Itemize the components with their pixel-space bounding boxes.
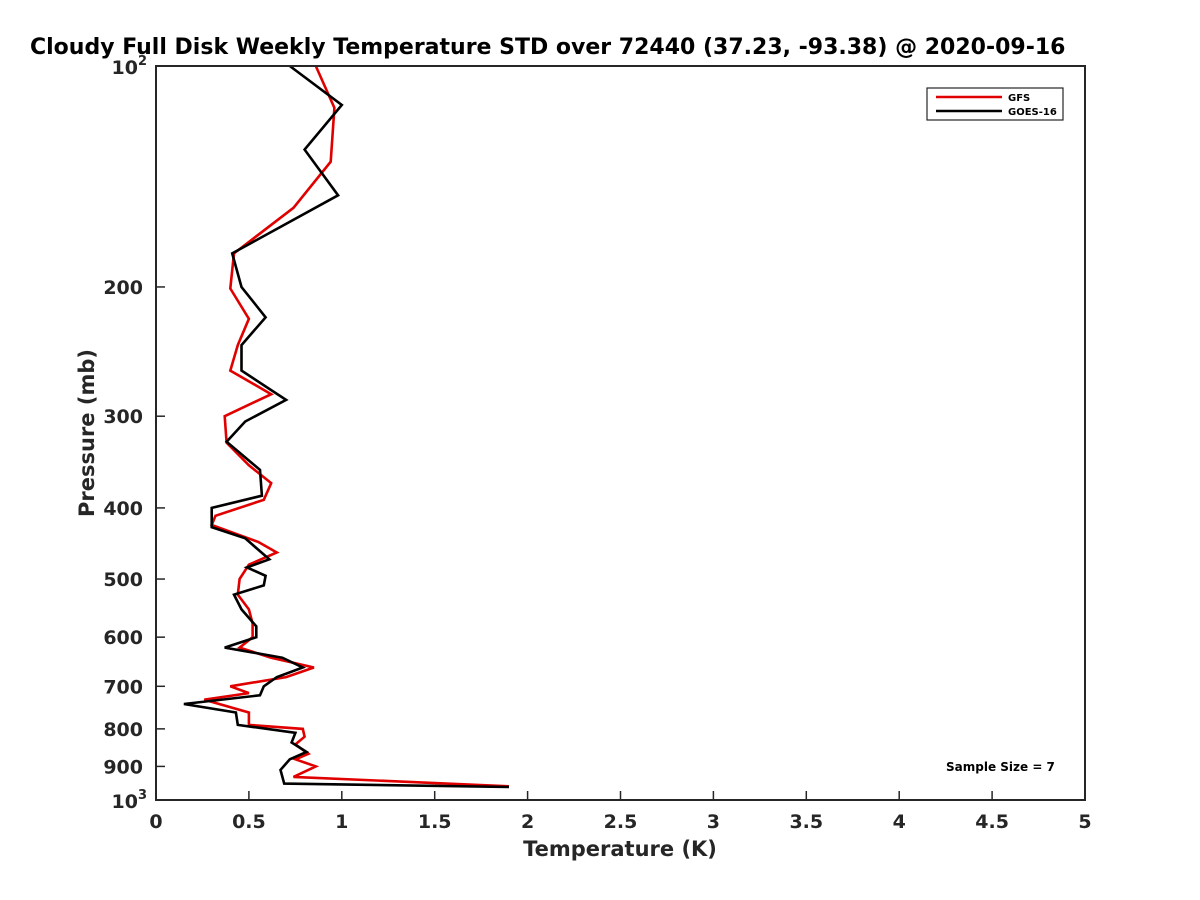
- x-tick-label: 5: [1078, 811, 1091, 833]
- x-tick-label: 1.5: [418, 811, 452, 833]
- series-layer: [183, 64, 510, 789]
- legend-box: [926, 87, 1064, 121]
- x-axis-ticks: 0 0.5 1 1.5 2 2.5 3 3.5 4 4.5 5: [149, 791, 1092, 833]
- y-tick-label: 400: [103, 498, 143, 520]
- x-tick-label: 4.5: [975, 811, 1009, 833]
- series-line-gfs: [203, 65, 510, 788]
- y-tick-label: 500: [103, 569, 143, 591]
- x-axis-label: Temperature (K): [523, 837, 717, 861]
- y-tick-label: 102: [112, 54, 148, 79]
- legend-label-gfs: GFS: [1008, 93, 1030, 104]
- x-tick-label: 0: [149, 811, 162, 833]
- x-tick-label: 1: [335, 811, 348, 833]
- y-tick-label: 800: [103, 719, 143, 741]
- chart-title: Cloudy Full Disk Weekly Temperature STD …: [30, 35, 1065, 60]
- y-axis-ticks: 102 200 300 400 500 600 700 800 900 103: [103, 54, 165, 813]
- x-tick-label: 3.5: [789, 811, 823, 833]
- y-tick-label: 600: [103, 627, 143, 649]
- x-tick-label: 2: [521, 811, 534, 833]
- legend-label-goes16: GOES-16: [1008, 107, 1057, 118]
- y-tick-label: 900: [103, 756, 143, 778]
- y-tick-label: 103: [112, 788, 148, 813]
- series-line-goes16: [183, 64, 510, 789]
- y-tick-label: 700: [103, 676, 143, 698]
- x-tick-label: 3: [707, 811, 720, 833]
- y-axis-label: Pressure (mb): [75, 349, 99, 517]
- y-tick-label: 300: [103, 406, 143, 428]
- x-tick-label: 2.5: [604, 811, 638, 833]
- x-tick-label: 0.5: [232, 811, 266, 833]
- y-tick-label: 200: [103, 277, 143, 299]
- x-tick-label: 4: [893, 811, 906, 833]
- sample-size-annotation: Sample Size = 7: [946, 760, 1055, 774]
- axes-box: [155, 65, 1086, 801]
- legend: GFS GOES-16: [926, 87, 1064, 121]
